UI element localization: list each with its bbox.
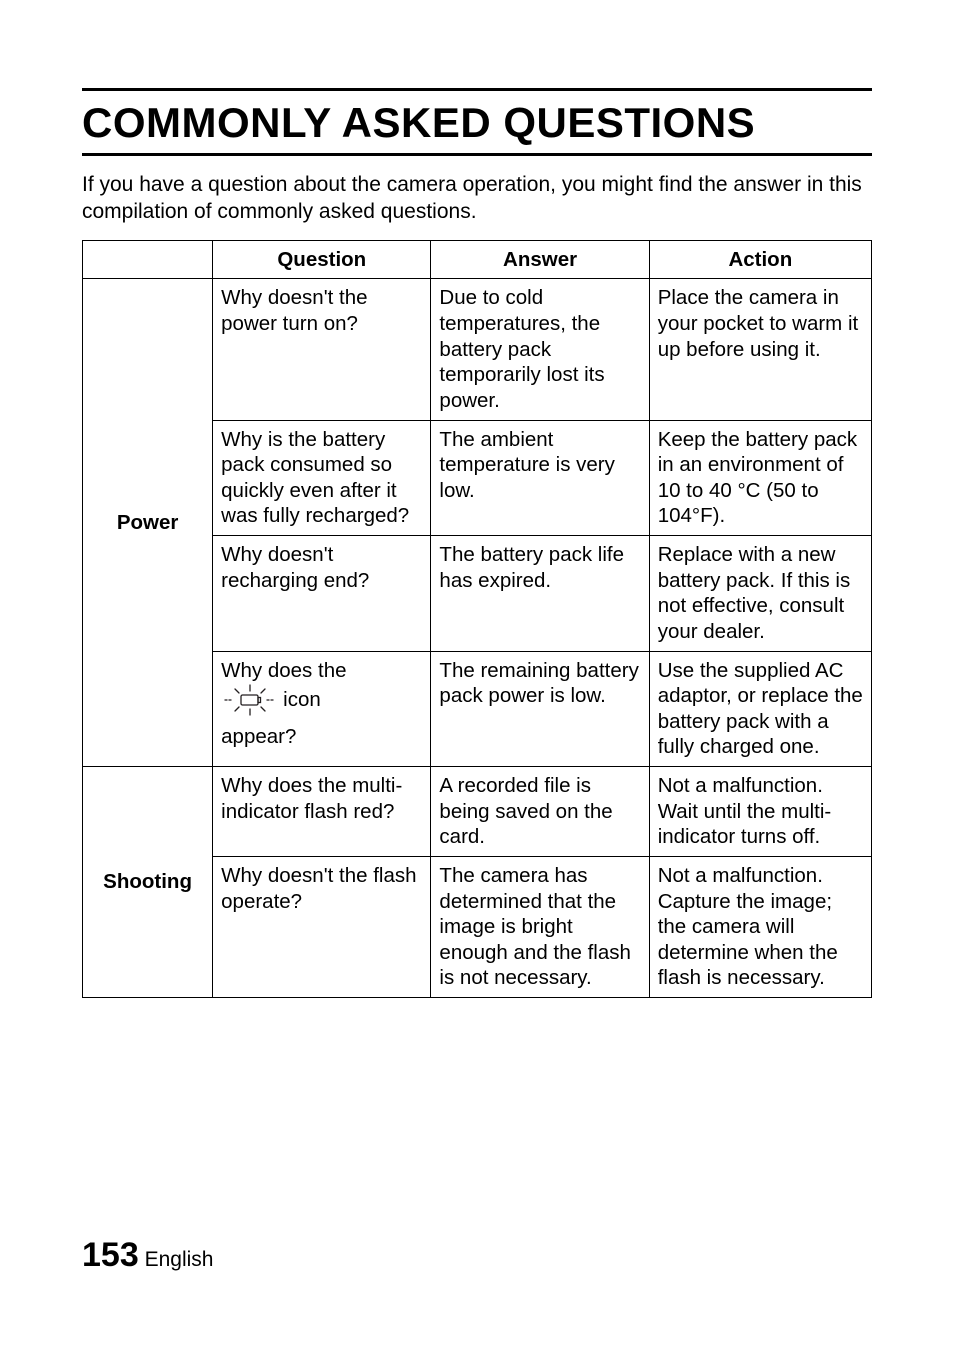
cell-action: Place the camera in your pocket to warm … bbox=[649, 279, 871, 420]
cell-answer: A recorded file is being saved on the ca… bbox=[431, 767, 649, 857]
cell-action: Keep the battery pack in an environment … bbox=[649, 420, 871, 536]
cell-question: Why doesn't recharging end? bbox=[213, 536, 431, 652]
table-row: Shooting Why does the multi-indicator fl… bbox=[83, 767, 872, 857]
cell-answer: The camera has determined that the image… bbox=[431, 856, 649, 997]
header-question: Question bbox=[213, 240, 431, 279]
cell-answer: The battery pack life has expired. bbox=[431, 536, 649, 652]
cell-question: Why doesn't the flash operate? bbox=[213, 856, 431, 997]
header-answer: Answer bbox=[431, 240, 649, 279]
faq-table: Question Answer Action Power Why doesn't… bbox=[82, 240, 872, 998]
cell-question-icon: Why does the bbox=[213, 651, 431, 767]
cell-action: Use the supplied AC adaptor, or replace … bbox=[649, 651, 871, 767]
battery-blink-icon bbox=[221, 683, 279, 717]
cell-action: Replace with a new battery pack. If this… bbox=[649, 536, 871, 652]
page-language: English bbox=[145, 1248, 214, 1271]
category-cell-power: Power bbox=[83, 279, 213, 767]
title-underline bbox=[82, 153, 872, 156]
question-post-a: icon bbox=[283, 687, 321, 713]
cell-answer: The ambient temperature is very low. bbox=[431, 420, 649, 536]
header-category bbox=[83, 240, 213, 279]
header-action: Action bbox=[649, 240, 871, 279]
cell-answer: Due to cold temperatures, the battery pa… bbox=[431, 279, 649, 420]
cell-action: Not a malfunction. Capture the image; th… bbox=[649, 856, 871, 997]
cell-question: Why does the multi-indicator flash red? bbox=[213, 767, 431, 857]
table-row: Power Why doesn't the power turn on? Due… bbox=[83, 279, 872, 420]
page-number: 153 bbox=[82, 1236, 139, 1274]
page-footer: 153 English bbox=[82, 1236, 213, 1275]
category-cell-shooting: Shooting bbox=[83, 767, 213, 998]
cell-question: Why is the battery pack consumed so quic… bbox=[213, 420, 431, 536]
cell-action: Not a malfunction. Wait until the multi-… bbox=[649, 767, 871, 857]
cell-question: Why doesn't the power turn on? bbox=[213, 279, 431, 420]
question-post-b: appear? bbox=[221, 725, 296, 748]
cell-answer: The remaining battery pack power is low. bbox=[431, 651, 649, 767]
question-pre: Why does the bbox=[221, 659, 346, 682]
top-rule bbox=[82, 88, 872, 91]
intro-paragraph: If you have a question about the camera … bbox=[82, 172, 872, 226]
table-header-row: Question Answer Action bbox=[83, 240, 872, 279]
page-title: COMMONLY ASKED QUESTIONS bbox=[82, 99, 872, 147]
